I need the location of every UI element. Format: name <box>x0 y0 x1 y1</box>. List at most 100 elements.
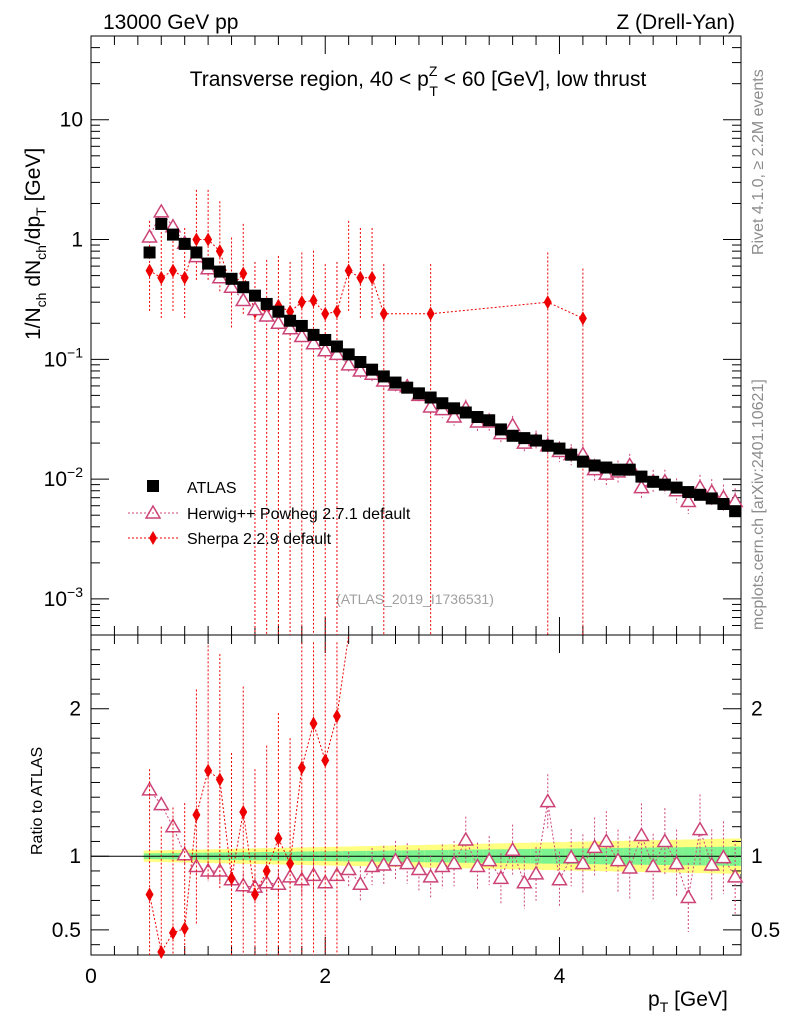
legend-label-atlas: ATLAS <box>187 480 237 497</box>
herwig-main-series <box>141 203 744 515</box>
atlas-point <box>354 356 367 369</box>
sherpa-point <box>321 753 330 768</box>
sherpa-point <box>204 763 213 778</box>
beam-label: 13000 GeV pp <box>103 11 238 34</box>
y-tick-label: 10 <box>60 109 83 132</box>
ratio-panel-frame <box>90 634 742 956</box>
sherpa-point <box>239 266 248 281</box>
atlas-point <box>565 448 578 461</box>
herwig-point <box>340 356 357 371</box>
sherpa-point <box>145 263 154 278</box>
herwig-point <box>644 858 662 873</box>
atlas-point <box>647 475 660 488</box>
herwig-point <box>234 291 252 307</box>
atlas-point <box>190 246 203 259</box>
legend-label-sherpa: Sherpa 2.2.9 default <box>187 531 332 548</box>
atlas-point <box>459 406 472 419</box>
herwig-point <box>703 856 721 871</box>
herwig-point <box>562 849 580 864</box>
herwig-point <box>387 852 404 867</box>
sherpa-point <box>215 772 224 787</box>
atlas-point <box>717 498 730 511</box>
herwig-point <box>363 858 381 873</box>
sherpa-point <box>368 270 377 285</box>
ratio-y-axis-label: Ratio to ATLAS <box>29 747 46 855</box>
sherpa-point <box>344 263 353 278</box>
atlas-point <box>600 461 613 474</box>
atlas-point <box>377 370 390 383</box>
atlas-point <box>670 481 683 494</box>
atlas-point <box>694 488 707 501</box>
sherpa-point <box>297 295 306 310</box>
analysis-reference: (ATLAS_2019_I1736531) <box>336 591 494 607</box>
y-tick-label: 10−1 <box>44 344 84 371</box>
herwig-point <box>726 868 744 883</box>
herwig-point <box>609 852 627 867</box>
legend-marker-sherpa <box>149 531 157 545</box>
sherpa-point <box>578 311 587 326</box>
sherpa-point <box>215 244 224 259</box>
sherpa-point <box>297 760 306 775</box>
atlas-point <box>401 381 414 394</box>
herwig-point <box>270 314 287 330</box>
herwig-point <box>141 228 158 243</box>
atlas-point <box>471 411 484 424</box>
y-tick-label: 10−2 <box>44 464 84 491</box>
herwig-point <box>633 479 650 494</box>
legend-marker-herwig <box>144 504 162 519</box>
y-tick-label: 10−3 <box>44 584 84 611</box>
atlas-main-series <box>143 217 742 518</box>
herwig-point <box>679 888 697 904</box>
herwig-point <box>375 856 393 871</box>
herwig-point <box>422 398 439 413</box>
atlas-point <box>436 397 449 410</box>
atlas-point <box>155 217 168 230</box>
x-tick-label: 4 <box>554 965 566 988</box>
herwig-point <box>633 827 650 842</box>
atlas-point <box>319 334 332 347</box>
herwig-point <box>691 821 709 836</box>
herwig-point <box>621 859 639 874</box>
herwig-point <box>504 841 521 857</box>
atlas-point <box>448 402 461 415</box>
atlas-point <box>225 272 238 285</box>
herwig-point <box>328 345 346 361</box>
mcplots-label: mcplots.cern.ch [arXiv:2401.10621] <box>750 379 767 630</box>
herwig-point <box>258 307 275 322</box>
herwig-point <box>539 793 557 808</box>
herwig-point <box>445 408 463 423</box>
herwig-point <box>398 855 416 870</box>
atlas-point <box>213 265 226 278</box>
atlas-point <box>682 486 695 499</box>
atlas-point <box>284 314 297 327</box>
atlas-point <box>260 297 273 310</box>
atlas-point <box>553 442 566 455</box>
sherpa-point <box>309 293 318 308</box>
ratio-y-tick-label-right: 1 <box>751 845 763 868</box>
x-tick-label: 2 <box>319 965 331 988</box>
herwig-point <box>316 874 334 889</box>
herwig-point <box>516 874 533 889</box>
herwig-point <box>492 869 510 885</box>
herwig-point <box>480 852 498 867</box>
sherpa-point <box>286 856 295 871</box>
ratio-y-tick-label-right: 0.5 <box>751 919 780 942</box>
herwig-point <box>586 838 603 854</box>
sherpa-point <box>309 716 318 731</box>
sherpa-point <box>180 270 189 285</box>
sherpa-point <box>262 863 271 878</box>
legend-marker-atlas <box>147 480 159 492</box>
atlas-point <box>494 423 507 436</box>
sherpa-point <box>250 887 259 902</box>
herwig-point <box>410 860 428 876</box>
process-label: Z (Drell-Yan) <box>616 11 735 34</box>
legend-label-herwig: Herwig++ Powheg 2.7.1 default <box>187 506 411 523</box>
atlas-point <box>541 439 554 452</box>
atlas-point <box>612 463 625 476</box>
atlas-point <box>366 363 379 376</box>
sherpa-point <box>192 807 201 822</box>
sherpa-point <box>274 831 283 846</box>
ratio-y-tick-label: 1 <box>69 845 81 868</box>
atlas-point <box>576 455 589 468</box>
y-tick-label: 1 <box>71 229 83 252</box>
